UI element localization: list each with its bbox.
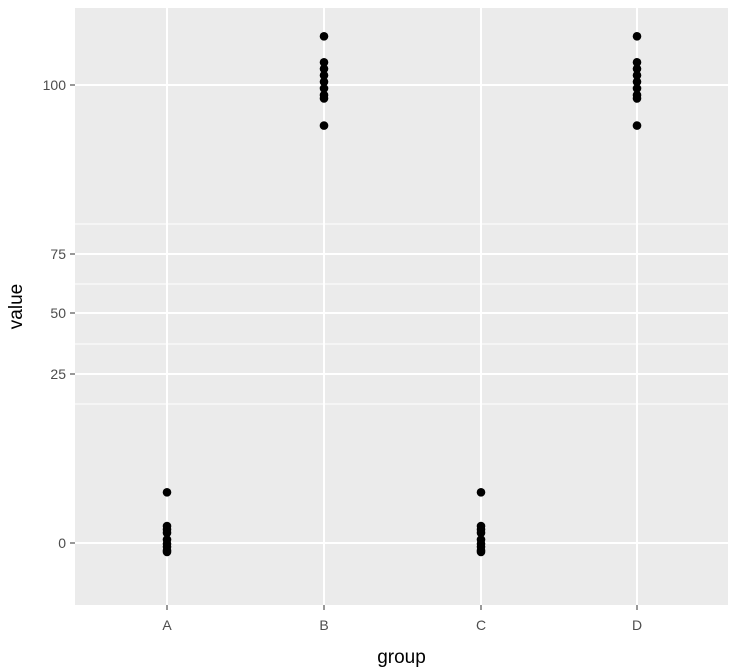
x-tick-label-D: D xyxy=(632,617,642,633)
y-tick-label-100: 100 xyxy=(43,77,67,93)
data-point-C-26 xyxy=(476,547,486,557)
y-tick-label-75: 75 xyxy=(50,246,66,262)
x-axis-title: group xyxy=(377,647,426,668)
data-point-B-13 xyxy=(319,77,329,87)
data-point-D-31 xyxy=(632,77,642,87)
data-points xyxy=(162,32,642,557)
y-axis-ticks: 0 25 50 75 100 xyxy=(43,77,75,551)
data-point-D-28 xyxy=(632,58,642,67)
y-tick-label-25: 25 xyxy=(50,366,66,382)
data-point-C-18 xyxy=(476,488,486,497)
data-point-A-0 xyxy=(162,488,172,497)
plot-panel xyxy=(75,8,728,605)
minor-gridlines xyxy=(75,223,728,405)
data-point-B-9 xyxy=(319,32,329,41)
data-point-D-30 xyxy=(632,71,642,80)
data-point-B-11 xyxy=(319,64,329,74)
y-tick-label-50: 50 xyxy=(50,305,66,321)
data-point-D-34 xyxy=(632,94,642,103)
data-point-B-14 xyxy=(319,84,329,93)
major-gridlines xyxy=(75,8,728,605)
data-point-B-17 xyxy=(319,121,329,130)
data-point-A-3 xyxy=(162,528,172,538)
x-tick-label-B: B xyxy=(319,617,328,633)
data-point-C-21 xyxy=(476,528,486,538)
data-point-B-16 xyxy=(319,94,329,103)
y-tick-label-0: 0 xyxy=(58,535,66,551)
x-tick-label-C: C xyxy=(476,617,486,633)
data-point-B-10 xyxy=(319,58,329,67)
data-point-B-12 xyxy=(319,71,329,80)
data-point-D-35 xyxy=(632,121,642,130)
data-point-D-32 xyxy=(632,84,642,93)
data-point-D-27 xyxy=(632,32,642,41)
x-axis-ticks: A B C D xyxy=(162,605,642,633)
y-axis-title: value xyxy=(6,284,27,329)
data-point-A-8 xyxy=(162,547,172,557)
x-tick-label-A: A xyxy=(162,617,172,633)
data-point-D-29 xyxy=(632,64,642,74)
